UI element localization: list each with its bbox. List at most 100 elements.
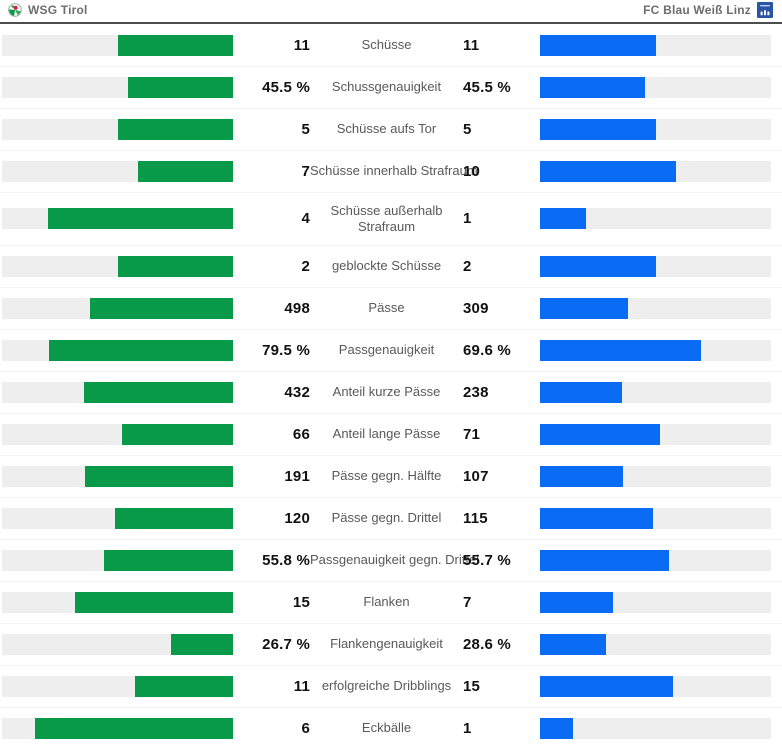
home-bar-fill — [84, 465, 233, 487]
stat-row: 11 erfolgreiche Dribblings 15 — [0, 665, 782, 707]
away-bar-fill — [540, 160, 676, 182]
stat-label: Schüsse — [361, 37, 412, 52]
home-bar-fill — [48, 208, 233, 229]
stat-row: 4 Schüsse außerhalb Strafraum 1 — [0, 192, 782, 245]
home-value: 432 — [284, 383, 310, 401]
away-bar-track — [540, 507, 771, 529]
away-value: 28.6 % — [463, 635, 511, 653]
away-value: 45.5 % — [463, 78, 511, 96]
stat-label: Schüsse außerhalb Strafraum — [330, 202, 443, 234]
home-value: 26.7 % — [262, 635, 310, 653]
home-bar-fill — [121, 423, 233, 445]
home-bar-track — [2, 297, 233, 319]
home-bar-track — [2, 160, 233, 182]
away-value: 15 — [463, 677, 481, 695]
home-team-name: WSG Tirol — [28, 3, 88, 17]
stat-label: Pässe gegn. Drittel — [331, 510, 442, 525]
header: WSG Tirol FC Blau Weiß Linz — [0, 0, 782, 24]
stat-row: 11 Schüsse 11 — [0, 24, 782, 66]
away-value: 309 — [463, 299, 489, 317]
stat-label: Flankengenauigkeit — [330, 636, 443, 651]
away-value: 5 — [463, 120, 472, 138]
stat-label: Anteil kurze Pässe — [332, 384, 441, 399]
home-bar-track — [2, 34, 233, 56]
away-value: 55.7 % — [463, 551, 511, 569]
stat-label: Pässe — [368, 300, 405, 315]
home-value: 498 — [284, 299, 310, 317]
away-bar-fill — [540, 297, 629, 319]
stat-label: Schüsse aufs Tor — [336, 121, 437, 136]
home-value: 120 — [284, 509, 310, 527]
home-bar-fill — [117, 34, 233, 56]
stat-row: 2 geblockte Schüsse 2 — [0, 245, 782, 287]
stat-row: 5 Schüsse aufs Tor 5 — [0, 108, 782, 150]
away-bar-fill — [540, 465, 623, 487]
home-value: 6 — [301, 719, 310, 737]
away-bar-track — [540, 339, 771, 361]
home-value: 79.5 % — [262, 341, 310, 359]
home-bar-fill — [75, 591, 233, 613]
away-value: 7 — [463, 593, 472, 611]
home-value: 7 — [301, 162, 310, 180]
home-value: 191 — [284, 467, 310, 485]
away-bar-track — [540, 208, 771, 229]
home-bar-track — [2, 507, 233, 529]
away-bar-fill — [540, 423, 660, 445]
home-value: 4 — [301, 210, 310, 227]
away-bar-fill — [540, 339, 701, 361]
stat-row: 66 Anteil lange Pässe 71 — [0, 413, 782, 455]
away-bar-fill — [540, 255, 656, 277]
away-bar-track — [540, 34, 771, 56]
away-bar-track — [540, 76, 771, 98]
home-value: 2 — [301, 257, 310, 275]
home-bar-fill — [114, 507, 233, 529]
home-value: 15 — [292, 593, 310, 611]
stat-row: 26.7 % Flankengenauigkeit 28.6 % — [0, 623, 782, 665]
stat-label: Eckbälle — [361, 720, 412, 735]
away-value: 2 — [463, 257, 472, 275]
home-bar-fill — [117, 118, 233, 140]
stat-label: Passgenauigkeit gegn. Drittel — [310, 552, 480, 567]
away-bar-fill — [540, 118, 656, 140]
home-bar-track — [2, 465, 233, 487]
away-bar-track — [540, 255, 771, 277]
home-bar-track — [2, 76, 233, 98]
away-bar-track — [540, 465, 771, 487]
stat-row: 6 Eckbälle 1 — [0, 707, 782, 749]
stat-row: 120 Pässe gegn. Drittel 115 — [0, 497, 782, 539]
home-team-header: WSG Tirol — [8, 3, 88, 17]
stat-row: 15 Flanken 7 — [0, 581, 782, 623]
stat-row: 79.5 % Passgenauigkeit 69.6 % — [0, 329, 782, 371]
home-bar-track — [2, 549, 233, 571]
home-value: 45.5 % — [262, 78, 310, 96]
home-bar-track — [2, 118, 233, 140]
stat-label: Schussgenauigkeit — [331, 79, 442, 94]
home-value: 11 — [293, 36, 310, 54]
away-value: 1 — [463, 719, 472, 737]
home-bar-fill — [49, 339, 233, 361]
home-value: 5 — [301, 120, 310, 138]
away-bar-track — [540, 717, 771, 739]
stat-label: Schüsse innerhalb Strafraum — [310, 163, 478, 178]
home-bar-fill — [90, 297, 233, 319]
away-bar-fill — [540, 381, 622, 403]
home-bar-track — [2, 717, 233, 739]
wsg-tirol-crest-icon — [8, 3, 22, 17]
away-bar-track — [540, 297, 771, 319]
fc-blau-weiss-linz-crest-icon — [757, 2, 773, 18]
away-bar-track — [540, 549, 771, 571]
away-bar-track — [540, 160, 771, 182]
stat-label: erfolgreiche Dribblings — [321, 678, 452, 693]
away-bar-fill — [540, 717, 574, 739]
stat-row: 55.8 % Passgenauigkeit gegn. Drittel 55.… — [0, 539, 782, 581]
stat-row: 7 Schüsse innerhalb Strafraum 10 — [0, 150, 782, 192]
away-value: 115 — [463, 509, 488, 527]
away-bar-fill — [540, 76, 646, 98]
away-value: 107 — [463, 467, 489, 485]
stat-label: Pässe gegn. Hälfte — [331, 468, 442, 483]
home-bar-fill — [137, 160, 233, 182]
away-value: 10 — [463, 162, 481, 180]
stat-row: 45.5 % Schussgenauigkeit 45.5 % — [0, 66, 782, 108]
away-bar-track — [540, 591, 771, 613]
